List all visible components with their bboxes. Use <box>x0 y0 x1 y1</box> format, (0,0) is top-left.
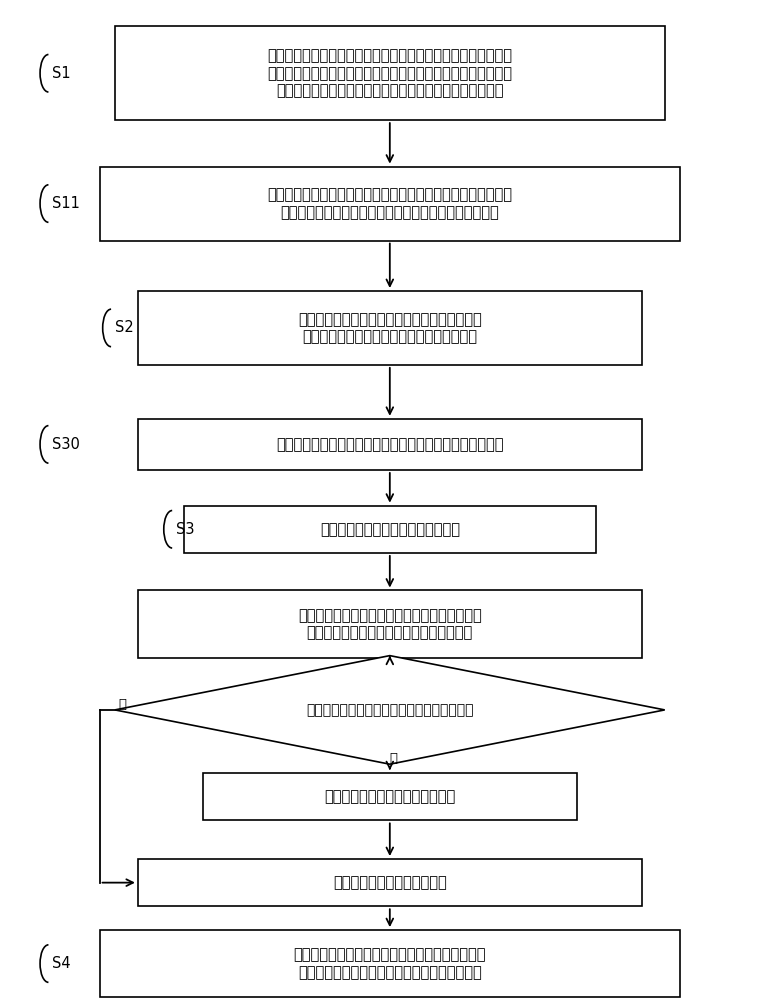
FancyBboxPatch shape <box>138 419 642 470</box>
FancyBboxPatch shape <box>138 859 642 906</box>
Text: S1: S1 <box>52 66 71 81</box>
FancyBboxPatch shape <box>100 167 680 241</box>
Text: 根据转发次数通过第二预设公式设置各节点的预设等待时间: 根据转发次数通过第二预设公式设置各节点的预设等待时间 <box>276 437 503 452</box>
Text: 以当前数据传输路径进行数据传输: 以当前数据传输路径进行数据传输 <box>324 789 455 804</box>
FancyBboxPatch shape <box>138 590 642 658</box>
FancyBboxPatch shape <box>115 26 665 120</box>
Text: 获取泛洪传播后数据节点的节点总表，并发送至各个节点，所述
节点总表包括各传播路径的兴趣信息转发次数和兴趣信息: 获取泛洪传播后数据节点的节点总表，并发送至各个节点，所述 节点总表包括各传播路径… <box>267 187 513 220</box>
FancyBboxPatch shape <box>203 773 577 820</box>
Text: S11: S11 <box>52 196 80 211</box>
Text: 获取传播路径中转发次数最少的传播路径，并作
为数据传输路径，其余传播路径作为备选路径: 获取传播路径中转发次数最少的传播路径，并作 为数据传输路径，其余传播路径作为备选… <box>298 312 482 344</box>
Text: 以各节点的预设等待时间为判断间隔: 以各节点的预设等待时间为判断间隔 <box>320 522 460 537</box>
Text: S2: S2 <box>115 320 134 335</box>
FancyBboxPatch shape <box>184 506 596 553</box>
Text: S3: S3 <box>176 522 195 537</box>
Text: 根据当前数据传输路径中各节点的转发次数和距
离通过第一预设公式设置各节点的预设阈値: 根据当前数据传输路径中各节点的转发次数和距 离通过第一预设公式设置各节点的预设阈… <box>298 608 482 640</box>
Text: 是: 是 <box>119 698 127 711</box>
FancyBboxPatch shape <box>100 930 680 997</box>
Text: S4: S4 <box>52 956 71 971</box>
FancyBboxPatch shape <box>138 291 642 365</box>
Text: 以上一节点为传播起点，获取备选路径中不含低能
节点且转发次数最少的备选路径为数据传输路径: 以上一节点为传播起点，获取备选路径中不含低能 节点且转发次数最少的备选路径为数据… <box>293 947 486 980</box>
Polygon shape <box>115 656 665 764</box>
Text: 获取低能节点的上一节点信息: 获取低能节点的上一节点信息 <box>333 875 447 890</box>
Text: S30: S30 <box>52 437 80 452</box>
Text: 否: 否 <box>390 752 398 765</box>
Text: 当前数据传输路径中各节点是否存在低能节点: 当前数据传输路径中各节点是否存在低能节点 <box>306 703 473 717</box>
Text: 通过基站节点将兴趣信息泛洪传播至数据节点，在泛洪传播过程
中获取各节点与基站节点的距离，保存兴趣信息和各传播路径下
兴趣信息转发至各节点时的转发次数至对应节点的: 通过基站节点将兴趣信息泛洪传播至数据节点，在泛洪传播过程 中获取各节点与基站节点… <box>267 48 513 98</box>
